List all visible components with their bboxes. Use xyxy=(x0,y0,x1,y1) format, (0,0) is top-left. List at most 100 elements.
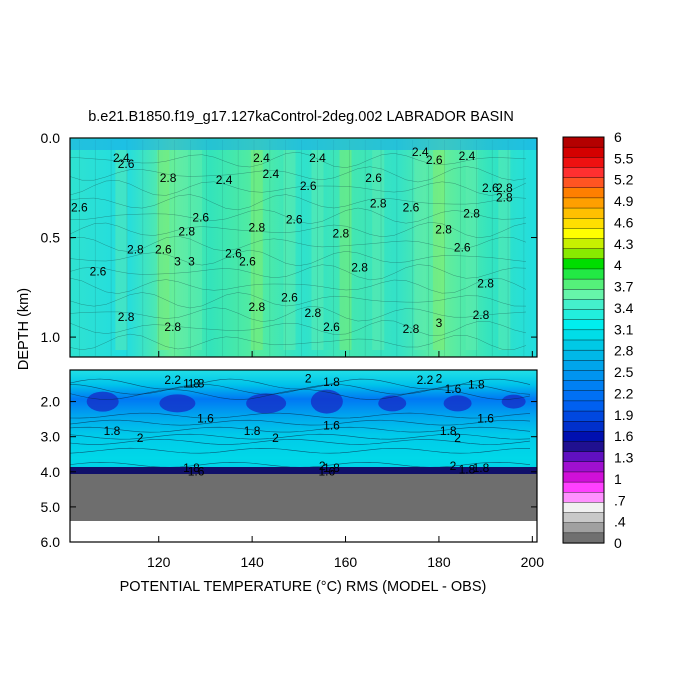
warm-streak xyxy=(176,150,189,350)
contour-label: 2.4 xyxy=(262,167,279,181)
contour-line xyxy=(69,264,527,281)
colorbar-swatch xyxy=(562,238,605,250)
contour-label: 3 xyxy=(174,254,181,268)
contour-label: 2.8 xyxy=(477,276,494,290)
contour-label: 2.2 xyxy=(417,373,434,387)
upper-panel-y-ticks: 0.0 0.5 1.0 xyxy=(41,130,537,345)
colorbar-swatch xyxy=(562,157,605,169)
contour-label: 1.8 xyxy=(440,424,457,438)
colorbar-label: 5.2 xyxy=(614,172,634,188)
colorbar-swatch xyxy=(562,390,605,402)
deep-gradient-band xyxy=(70,467,537,475)
x-axis-ticks: 120 140 160 180 200 xyxy=(147,351,544,570)
contour-line xyxy=(69,433,531,440)
contour-label: 2 xyxy=(305,371,312,385)
y-axis-label: DEPTH (km) xyxy=(16,288,32,370)
contour-line xyxy=(69,447,531,454)
contour-line xyxy=(69,180,527,196)
colorbar-label: 1.3 xyxy=(614,450,634,466)
chart-title: b.e21.B1850.f19_g17.127kaControl-2deg.00… xyxy=(88,109,514,125)
contour-label: 2.6 xyxy=(403,201,420,215)
contour-label: 2.4 xyxy=(113,151,130,165)
x-tick-label: 200 xyxy=(521,554,545,570)
contour-label: 1.8 xyxy=(244,424,261,438)
minimum-patch xyxy=(159,394,196,413)
y-tick-label: 1.0 xyxy=(41,329,61,345)
contour-label: 2.8 xyxy=(160,171,177,185)
contour-label: 2 xyxy=(436,371,443,385)
contour-label: 2.6 xyxy=(90,264,107,278)
lower-panel-minimum-patches xyxy=(86,389,526,414)
minimum-patch xyxy=(501,394,526,409)
upper-panel-stripes xyxy=(70,139,537,356)
colorbar-label: 4 xyxy=(614,257,622,273)
contour-label: 2.8 xyxy=(248,221,265,235)
contour-label: 2.8 xyxy=(333,227,350,241)
contour-label: 2.4 xyxy=(216,173,233,187)
contour-line xyxy=(69,419,531,426)
y-tick-label: 4.0 xyxy=(41,464,61,480)
contour-line xyxy=(69,221,527,239)
contour-line xyxy=(69,378,531,390)
colorbar-swatch xyxy=(562,228,605,240)
contour-label: 2 xyxy=(450,459,457,473)
contour-label: 2.8 xyxy=(370,197,387,211)
colorbar-swatch xyxy=(562,360,605,372)
contour-label: 2.6 xyxy=(286,213,303,227)
y-tick-label: 5.0 xyxy=(41,499,61,515)
colorbar-swatch xyxy=(562,167,605,179)
contour-label: 2.6 xyxy=(239,254,256,268)
colorbar-swatch xyxy=(562,207,605,219)
colorbar-label: 4.9 xyxy=(614,193,634,209)
colorbar-swatch xyxy=(562,146,605,158)
colorbar-swatch xyxy=(562,289,605,301)
colorbar-swatch xyxy=(562,136,605,148)
y-tick-label: 0.0 xyxy=(41,130,61,146)
contour-label: 2.6 xyxy=(426,153,443,167)
contour-label: 2.8 xyxy=(248,300,265,314)
colorbar-swatch xyxy=(562,532,605,544)
contour-label: 1.8 xyxy=(104,424,121,438)
contour-label: 2.6 xyxy=(365,171,382,185)
contour-label: 1.6 xyxy=(445,382,462,396)
contour-label: 2.4 xyxy=(412,145,429,159)
colorbar-swatch xyxy=(562,278,605,290)
x-axis-label: POTENTIAL TEMPERATURE (°C) RMS (MODEL - … xyxy=(120,579,487,595)
contour-line xyxy=(69,333,527,351)
warm-streak xyxy=(498,150,511,350)
contour-label: 1.8 xyxy=(183,461,200,475)
colorbar-swatch xyxy=(562,248,605,260)
colorbar-swatch xyxy=(562,258,605,270)
contour-line xyxy=(69,320,527,336)
y-tick-label: 6.0 xyxy=(41,534,61,550)
contour-label: 1.8 xyxy=(468,377,485,391)
contour-label: 2.8 xyxy=(403,322,420,336)
contour-label: 2.6 xyxy=(155,242,172,256)
colorbar-label: 4.3 xyxy=(614,236,634,252)
contour-label: 2.8 xyxy=(435,223,452,237)
warm-streak xyxy=(250,150,263,350)
contour-label: 1.8 xyxy=(323,375,340,389)
no-data-region xyxy=(70,474,537,521)
upper-panel-field xyxy=(70,138,537,357)
colorbar-swatch xyxy=(562,512,605,524)
warm-streak xyxy=(465,150,478,350)
contour-line xyxy=(69,439,531,445)
warm-streak xyxy=(339,150,352,350)
colorbar-swatch xyxy=(562,431,605,443)
contour-label: 2.8 xyxy=(127,242,144,256)
colorbar-label: 2.2 xyxy=(614,385,634,401)
colorbar: 6 5.5 5.2 4.9 4.6 4.3 4 3.7 3.4 3.1 2.8 2.5 2.2 1.9 1.… xyxy=(562,129,634,551)
contour-label: 1.6 xyxy=(188,464,205,478)
colorbar-swatch xyxy=(562,451,605,463)
contour-line xyxy=(69,412,531,419)
colorbar-swatch xyxy=(562,309,605,321)
colorbar-label: .4 xyxy=(614,514,626,530)
colorbar-swatch xyxy=(562,299,605,311)
minimum-patch xyxy=(310,389,343,414)
contour-label: 1.8 xyxy=(473,461,490,475)
lower-panel-contour-labels: 2.2 1.81.8 2 1.8 2.2 21.6 1.81.821.61.821.6 1.8… xyxy=(104,371,495,478)
warm-streak xyxy=(190,150,203,350)
colorbar-label: 1 xyxy=(614,471,622,487)
upper-panel-contour-labels: 2.42.62.62.62.82.82.82.63 32.82.62.82.42.… xyxy=(71,145,513,336)
